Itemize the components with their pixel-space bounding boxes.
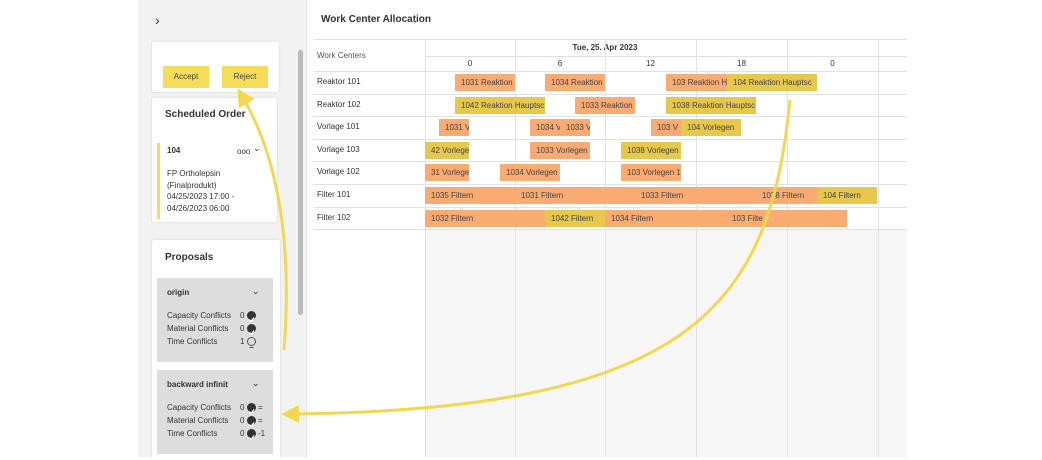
gantt [313, 39, 907, 458]
task-bar[interactable]: 1033 Reaktion [575, 96, 635, 114]
task-bar[interactable]: 1038 Filtern [756, 187, 817, 204]
task-bar[interactable]: 1035 Filtern [425, 187, 515, 204]
row-label: Vorlage 103 [317, 144, 360, 154]
conflict-value: 0 [240, 416, 245, 425]
row-divider [313, 93, 907, 95]
conflict-label: Capacity Conflicts [167, 403, 232, 412]
grid-line [425, 39, 426, 457]
task-bar[interactable]: 1034 Reaktion [545, 74, 605, 91]
conflict-value: 1 [240, 337, 245, 346]
row-divider [313, 71, 907, 72]
task-bar[interactable]: 1031 V [439, 119, 469, 137]
hour-label: 0 [830, 59, 835, 68]
reject-button[interactable]: Reject [222, 66, 268, 88]
conflict-value: 0 [240, 311, 245, 320]
toggle[interactable]: › [155, 12, 160, 28]
task-bar[interactable]: 1031 Filtern [515, 187, 635, 204]
task-bar[interactable]: 103 V [651, 119, 681, 137]
task-bar[interactable]: 31 Vorlegen [425, 164, 469, 182]
scrollbar[interactable] [298, 50, 303, 315]
task-bar[interactable]: 103 Vorlegen 1 [621, 164, 681, 182]
header-label: Work Centers [317, 51, 366, 60]
proposal-group[interactable] [157, 370, 273, 454]
task-bar[interactable]: 103 Filte [726, 209, 847, 227]
task-bar[interactable]: 104 Vorlegen [681, 119, 741, 137]
task-bar[interactable]: 1033 Vorlegen [530, 141, 590, 159]
status-icon [247, 403, 256, 415]
order-menu[interactable]: ooo [237, 147, 251, 156]
row-divider [313, 206, 907, 208]
task-bar[interactable]: 1032 Filtern [425, 209, 545, 227]
row-label: Reaktor 102 [317, 99, 361, 109]
status-icon [247, 337, 256, 348]
row-label: Reaktor 101 [317, 77, 361, 86]
task-bar[interactable]: 1042 Reaktion Hauptsc [455, 96, 545, 114]
row-label: Filter 102 [317, 212, 351, 222]
task-bar[interactable]: 1042 Filtern [545, 209, 605, 227]
task-bar[interactable]: 1038 Vorlegen [621, 141, 681, 159]
hour-label: 12 [646, 59, 655, 68]
row-label: Vorlage 101 [317, 122, 360, 132]
group-name: backward infinit [167, 380, 228, 389]
gantt-body-bg [425, 230, 907, 457]
group-chevron[interactable]: ⌄ [252, 286, 260, 296]
allocation-title: Work Center Allocation [321, 14, 432, 25]
conflict-value: 0 [240, 429, 245, 438]
task-bar[interactable]: 1038 Reaktion Hauptsc [666, 96, 756, 114]
row-divider [313, 184, 907, 185]
header-divider [425, 56, 907, 57]
order-line: FP Ortholepsin [167, 169, 221, 178]
task-bar[interactable]: 104 Filtern [817, 187, 877, 204]
order-line: 04/25/2023 17:00 - [167, 192, 235, 201]
status-icon [247, 429, 256, 441]
row-divider [313, 161, 907, 163]
order-chevron[interactable]: ⌄ [253, 143, 261, 153]
task-bar[interactable]: 1033 Filtern [635, 187, 756, 204]
task-bar[interactable]: 104 Reaktion Hauptsc [727, 74, 817, 91]
task-bar[interactable]: 1033 V [560, 119, 590, 137]
row-label: Filter 101 [317, 190, 351, 199]
hour-label: 6 [557, 59, 563, 68]
status-icon [247, 311, 256, 323]
date-label: Tue, 25. Apr 2023 [572, 43, 638, 52]
proposals-title: Proposals [165, 252, 214, 263]
hour-label: 0 [467, 59, 473, 68]
order-line: (Finalprodukt) [167, 180, 217, 190]
conflict-label: Material Conflicts [167, 324, 229, 333]
order-id: 104 [167, 146, 181, 155]
conflict-label: Material Conflicts [167, 416, 229, 425]
row-divider [313, 116, 907, 118]
task-bar[interactable]: 1031 Reaktion [455, 74, 515, 91]
order-line: 04/26/2023 06:00 [167, 203, 230, 213]
task-bar[interactable]: 42 Vorlegen [425, 141, 469, 159]
status-icon [247, 416, 256, 428]
row-label: Vorlage 102 [317, 167, 360, 177]
order-title: Scheduled Order [165, 109, 246, 120]
row-divider [313, 138, 907, 140]
group-name: origin [167, 288, 190, 297]
order-item[interactable] [157, 143, 160, 219]
group-chevron[interactable]: ⌄ [252, 378, 260, 388]
conflict-delta: = [258, 403, 263, 412]
conflict-value: 0 [240, 403, 245, 412]
status-icon [247, 324, 256, 336]
task-bar[interactable]: 1034 V [530, 119, 560, 137]
grid-line [787, 39, 788, 457]
row-divider [313, 229, 907, 231]
conflict-label: Time Conflicts [167, 337, 218, 346]
task-bar[interactable]: 103 Reaktion H [666, 74, 727, 91]
conflict-label: Capacity Conflicts [167, 311, 232, 320]
conflict-label: Time Conflicts [167, 429, 218, 438]
task-bar[interactable]: 1034 Filtern [605, 209, 726, 227]
conflict-delta: -1 [258, 429, 266, 438]
conflict-delta: = [258, 416, 263, 425]
hour-label: 18 [737, 59, 746, 68]
grid-line [878, 39, 879, 457]
task-bar[interactable]: 1034 Vorlegen [500, 164, 560, 182]
conflict-value: 0 [240, 324, 245, 333]
accept-button[interactable]: Accept [163, 66, 209, 88]
